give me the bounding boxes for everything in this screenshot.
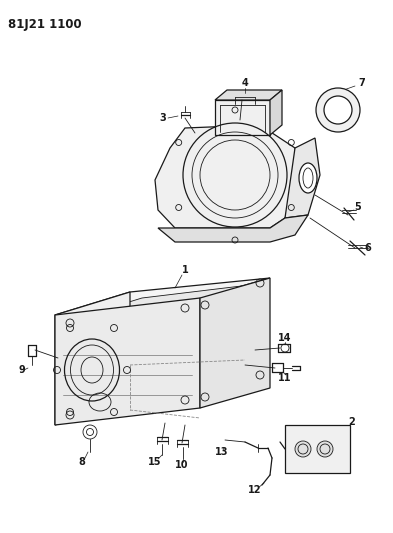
Polygon shape (285, 425, 350, 473)
Polygon shape (215, 100, 270, 135)
Text: 10: 10 (175, 460, 189, 470)
Circle shape (316, 88, 360, 132)
Text: 15: 15 (148, 457, 162, 467)
Text: 12: 12 (248, 485, 262, 495)
Polygon shape (55, 292, 130, 425)
Text: 1: 1 (182, 265, 188, 275)
Text: 6: 6 (365, 243, 371, 253)
Text: 81J21 1100: 81J21 1100 (8, 18, 82, 31)
Polygon shape (55, 278, 270, 315)
Text: 2: 2 (349, 417, 355, 427)
Text: 5: 5 (354, 202, 362, 212)
Text: 14: 14 (278, 333, 292, 343)
Polygon shape (158, 215, 308, 242)
Polygon shape (55, 298, 200, 425)
Polygon shape (67, 284, 258, 321)
Circle shape (324, 96, 352, 124)
Circle shape (317, 441, 333, 457)
Text: 7: 7 (359, 78, 365, 88)
Polygon shape (200, 278, 270, 408)
Text: 4: 4 (242, 78, 248, 88)
Text: 11: 11 (278, 373, 292, 383)
Polygon shape (285, 138, 320, 218)
Circle shape (295, 441, 311, 457)
Text: 3: 3 (160, 113, 166, 123)
Polygon shape (155, 125, 300, 228)
Text: 9: 9 (18, 365, 26, 375)
Text: 8: 8 (79, 457, 85, 467)
Polygon shape (215, 90, 282, 100)
Text: 13: 13 (215, 447, 229, 457)
Ellipse shape (299, 163, 317, 193)
Polygon shape (270, 90, 282, 135)
